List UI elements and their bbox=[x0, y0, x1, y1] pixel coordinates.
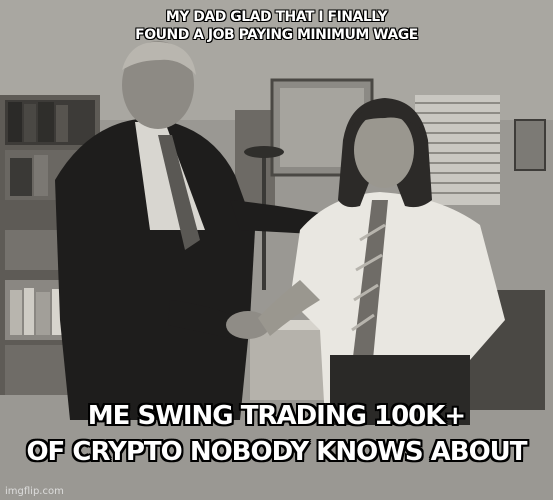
imgflip-watermark: imgflip.com bbox=[5, 486, 64, 497]
bottom-caption-line-1: ME SWING TRADING 100K+ bbox=[87, 401, 466, 431]
bottom-caption: ME SWING TRADING 100K+ OF CRYPTO NOBODY … bbox=[0, 398, 553, 470]
bottom-caption-line-2: OF CRYPTO NOBODY KNOWS ABOUT bbox=[26, 437, 527, 467]
top-caption: MY DAD GLAD THAT I FINALLY FOUND A JOB P… bbox=[0, 8, 553, 44]
top-caption-line-1: MY DAD GLAD THAT I FINALLY bbox=[165, 9, 388, 25]
top-caption-line-2: FOUND A JOB PAYING MINIMUM WAGE bbox=[135, 27, 418, 43]
